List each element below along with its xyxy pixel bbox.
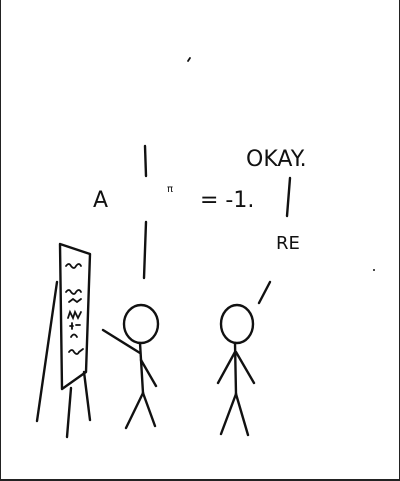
easel-left-leg <box>37 282 57 421</box>
left-figure-left-leg <box>126 393 143 428</box>
left-figure-body <box>140 343 143 393</box>
speech-tail-right-bottom <box>259 282 270 303</box>
easel <box>37 244 90 437</box>
left-figure-right-leg <box>143 393 155 426</box>
right-figure-body <box>235 343 236 394</box>
speech-tail-left-bottom <box>144 222 146 278</box>
easel-right-leg <box>84 372 90 420</box>
right-figure-right-arm <box>236 352 254 383</box>
speech-left-a: A <box>93 188 108 213</box>
board-scribble-5 <box>70 323 80 329</box>
board-scribble-6 <box>71 335 77 338</box>
speech-left-pi: π <box>167 184 173 195</box>
board-scribble-1 <box>66 264 81 268</box>
stray-dot <box>373 269 375 271</box>
speech-left-eq: = -1. <box>200 188 254 213</box>
speech-tail-right-top <box>287 178 290 216</box>
stick-figure-right <box>218 305 254 435</box>
right-figure-left-arm <box>218 352 235 383</box>
board-scribble-3 <box>69 299 81 302</box>
stick-figure-left <box>103 305 158 428</box>
speech-right-okay: OKAY. <box>246 147 307 172</box>
right-figure-left-leg <box>221 394 236 434</box>
speech-right-re: RE <box>276 233 300 254</box>
right-figure-right-leg <box>236 394 248 435</box>
easel-board <box>60 244 90 389</box>
board-scribble-2 <box>66 290 81 294</box>
easel-middle-leg <box>67 388 71 437</box>
board-scribble-7 <box>69 349 83 354</box>
speech-tail-left-top <box>145 146 146 176</box>
right-figure-head <box>221 305 253 343</box>
board-scribble-4 <box>68 312 81 318</box>
stray-mark <box>188 58 190 61</box>
left-figure-head <box>124 305 158 343</box>
